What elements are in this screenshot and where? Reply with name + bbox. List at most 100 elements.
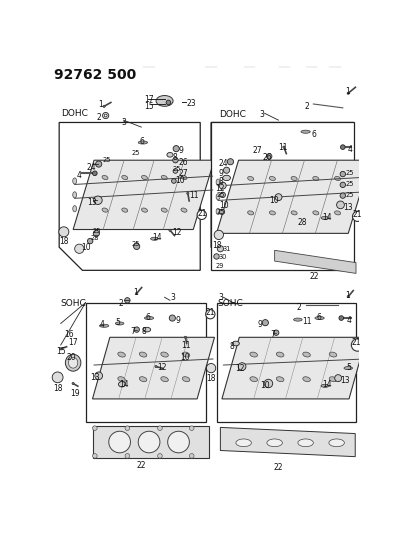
Circle shape [206,364,216,373]
Text: 25: 25 [346,192,354,198]
Text: 26: 26 [178,158,188,167]
Text: 10: 10 [219,201,229,210]
Text: 8: 8 [141,327,146,336]
Text: 7: 7 [270,330,275,340]
Text: 5: 5 [116,318,120,327]
Ellipse shape [144,317,154,320]
Circle shape [96,161,102,167]
Ellipse shape [267,439,282,447]
Polygon shape [59,123,200,270]
Circle shape [340,193,346,198]
Text: 9: 9 [258,320,263,329]
Circle shape [219,182,226,189]
Circle shape [173,146,179,152]
Text: 4: 4 [347,316,352,325]
Text: 11: 11 [302,317,311,326]
Ellipse shape [142,208,148,212]
Ellipse shape [334,176,341,181]
Text: 27: 27 [178,168,188,177]
Ellipse shape [232,341,239,346]
Text: 24: 24 [86,163,96,172]
Text: 11: 11 [279,142,288,151]
Circle shape [197,210,206,220]
Circle shape [173,158,178,163]
Ellipse shape [216,193,220,200]
Ellipse shape [73,192,77,198]
Polygon shape [222,337,366,399]
Text: 2: 2 [296,303,301,312]
Text: 5: 5 [346,363,351,372]
Circle shape [275,193,282,200]
Text: 9: 9 [176,316,180,325]
Polygon shape [220,427,355,457]
Polygon shape [217,160,370,233]
Ellipse shape [236,439,251,447]
Text: SOHC: SOHC [61,299,87,308]
Text: 8: 8 [230,342,235,351]
Ellipse shape [156,95,173,106]
Text: 10: 10 [176,176,185,185]
Circle shape [214,254,219,259]
Circle shape [93,230,99,237]
Circle shape [103,112,109,119]
Circle shape [187,192,189,195]
Circle shape [337,201,344,209]
Text: 9: 9 [219,168,224,177]
Circle shape [52,372,63,383]
Text: 28: 28 [298,218,307,227]
Text: 4: 4 [99,320,105,329]
Ellipse shape [277,377,284,382]
Text: 21: 21 [205,308,215,317]
Ellipse shape [99,324,109,327]
Text: 4: 4 [348,145,352,154]
Ellipse shape [118,352,125,357]
Text: 20: 20 [67,353,77,362]
Bar [217,303,356,422]
Text: 13: 13 [340,376,350,385]
Text: 28: 28 [90,235,99,241]
Circle shape [190,454,194,458]
Text: 3: 3 [259,110,264,119]
Ellipse shape [102,175,108,180]
Circle shape [59,227,69,237]
Text: 1: 1 [134,288,138,297]
Ellipse shape [182,352,190,357]
Ellipse shape [277,352,284,357]
Circle shape [168,431,190,453]
Circle shape [339,316,344,320]
Text: 21: 21 [352,338,361,347]
Circle shape [93,171,97,175]
Text: 12: 12 [157,363,166,372]
Ellipse shape [122,175,128,180]
Ellipse shape [143,327,151,332]
Text: 23: 23 [186,99,196,108]
Bar [211,123,354,270]
Text: 22: 22 [310,272,319,281]
Circle shape [104,114,107,117]
Ellipse shape [269,211,275,215]
Circle shape [125,426,130,431]
Ellipse shape [161,377,168,382]
Circle shape [219,209,225,214]
Ellipse shape [321,384,329,387]
Circle shape [72,382,74,385]
Ellipse shape [181,175,187,180]
Text: 17: 17 [144,95,154,104]
Text: 3: 3 [170,294,175,302]
Text: 8: 8 [219,177,223,186]
Ellipse shape [151,237,158,240]
Text: 16: 16 [64,329,73,338]
Text: 15: 15 [56,348,66,357]
Text: 18: 18 [59,237,69,246]
Text: 10: 10 [180,353,190,362]
Circle shape [94,196,102,205]
Text: 30: 30 [219,254,227,260]
Circle shape [347,295,350,297]
Circle shape [103,105,105,108]
Text: 2: 2 [304,102,309,111]
Text: 7: 7 [130,327,135,336]
Ellipse shape [291,211,297,215]
Text: 27: 27 [252,146,262,155]
Text: 18: 18 [206,374,216,383]
Text: 21: 21 [352,210,361,219]
